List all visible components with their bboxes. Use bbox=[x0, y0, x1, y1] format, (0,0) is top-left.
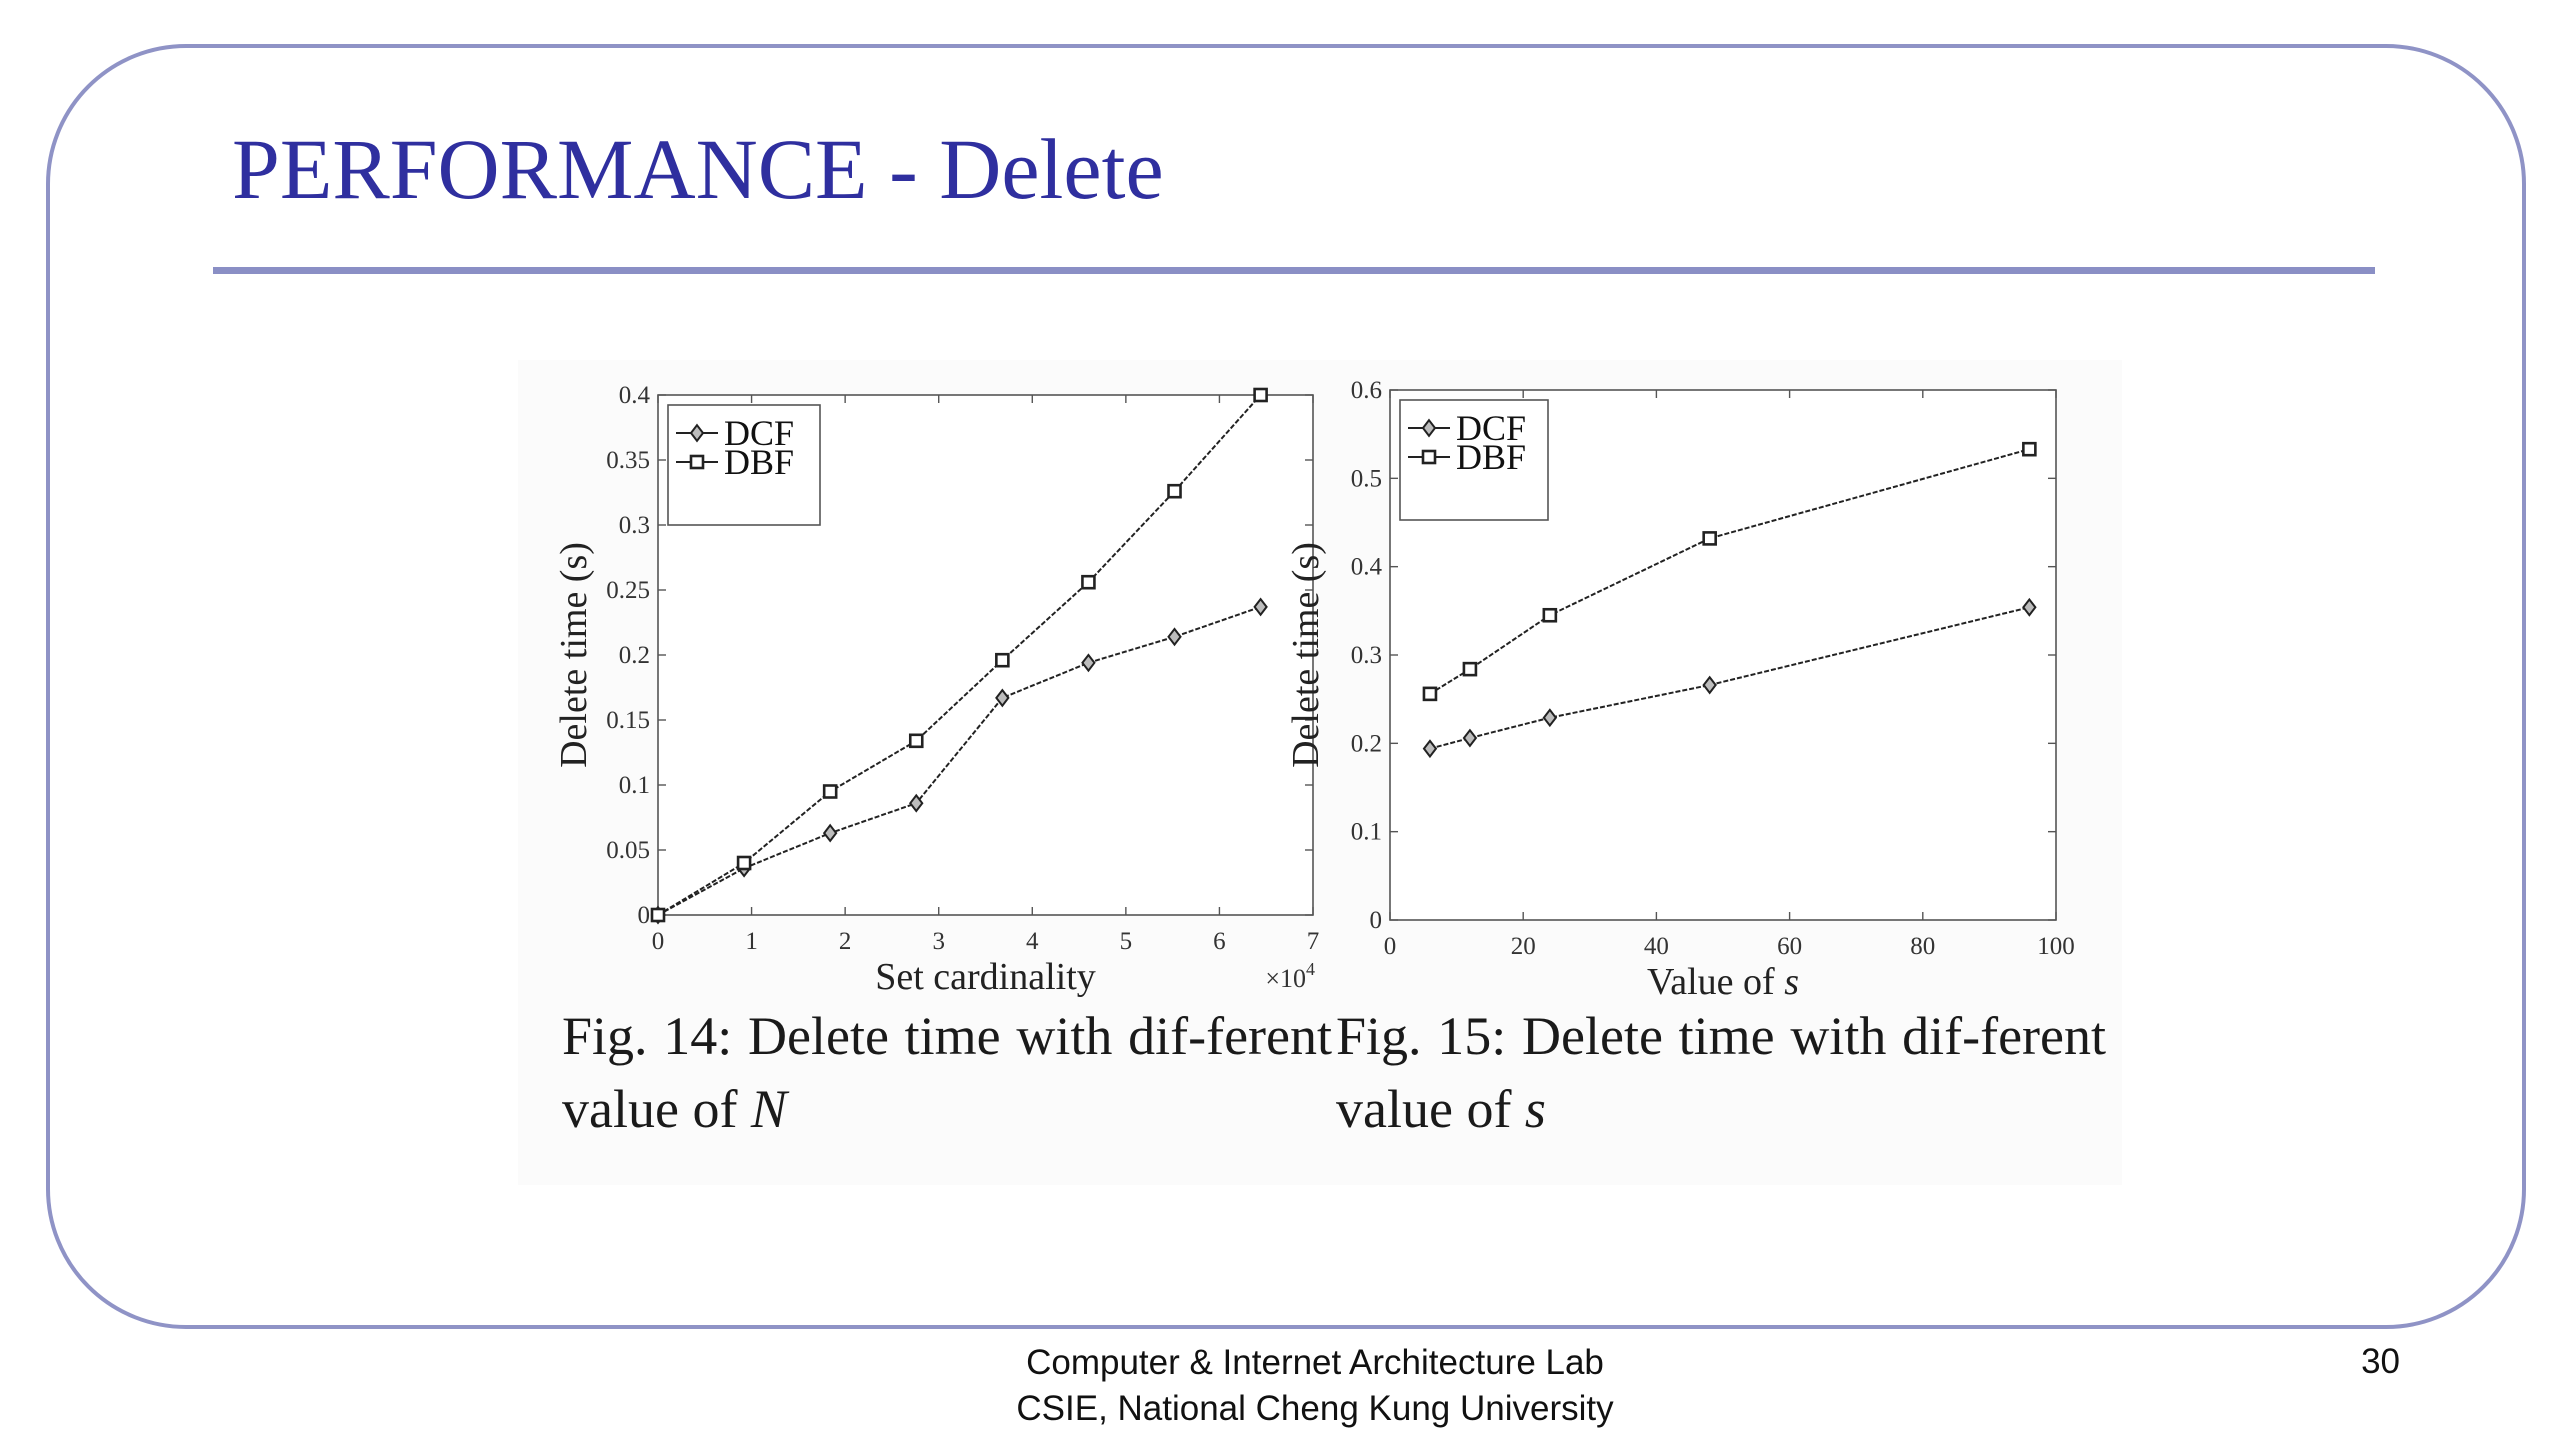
legend-marker-dcf bbox=[1421, 418, 1437, 438]
footer: Computer & Internet Architecture Lab CSI… bbox=[800, 1340, 1830, 1432]
figure-14-caption-text: Fig. 14: Delete time with dif-ferent val… bbox=[562, 1006, 1332, 1139]
x-tick-label: 6 bbox=[1213, 928, 1226, 955]
page-number: 30 bbox=[2361, 1342, 2400, 1381]
data-point-dbf bbox=[736, 855, 752, 871]
data-point-dbf bbox=[1253, 387, 1268, 403]
series-dcf bbox=[1422, 597, 2037, 759]
figure-panel: 0 1 2 3 4 5 6 7 0 0.05 0.1 0.15 0.2 0.25 0.3 0.35 0.4 Set… bbox=[518, 360, 2122, 1185]
data-point-dbf bbox=[1422, 686, 1438, 702]
y-tick-label: 0 bbox=[638, 902, 651, 929]
legend-label-dcf: DCF bbox=[724, 413, 794, 453]
legend-label-dcf: DCF bbox=[1456, 408, 1526, 448]
y-tick-label: 0.2 bbox=[1351, 730, 1382, 757]
y-tick-label: 0.1 bbox=[1351, 819, 1382, 846]
x-tick-label: 20 bbox=[1511, 933, 1536, 960]
legend-marker-dcf bbox=[689, 423, 705, 443]
data-point-dcf bbox=[2022, 597, 2037, 617]
data-point-dbf bbox=[1702, 531, 1717, 546]
figure-15-caption-variable: s bbox=[1524, 1079, 1546, 1139]
y-tick-label: 0.4 bbox=[619, 382, 651, 409]
y-axis-label: Delete time (s) bbox=[1285, 542, 1327, 768]
data-point-dcf bbox=[1081, 653, 1096, 673]
series-line-dbf bbox=[657, 394, 1262, 916]
footer-university: CSIE, National Cheng Kung University bbox=[1016, 1389, 1614, 1428]
x-tick-label: 40 bbox=[1644, 933, 1669, 960]
data-point-dcf bbox=[1253, 597, 1268, 617]
y-tick-label: 0.5 bbox=[1351, 465, 1382, 492]
footer-lab-name: Computer & Internet Architecture Lab bbox=[1026, 1343, 1604, 1382]
data-point-dbf bbox=[1167, 483, 1182, 499]
data-point-dbf bbox=[995, 652, 1010, 668]
x-tick-label: 7 bbox=[1307, 928, 1320, 955]
data-point-dcf bbox=[1462, 728, 1478, 748]
y-tick-label: 0.05 bbox=[606, 837, 650, 864]
x-axis-label: Value of s bbox=[1647, 961, 1799, 1003]
x-axis-multiplier: ×104 bbox=[1265, 959, 1315, 993]
x-tick-label: 4 bbox=[1026, 928, 1039, 955]
data-point-dcf bbox=[822, 823, 838, 843]
data-point-dbf bbox=[650, 907, 666, 923]
data-point-dbf bbox=[822, 784, 838, 799]
x-tick-label: 0 bbox=[1384, 933, 1397, 960]
data-point-dcf bbox=[1542, 708, 1558, 728]
chart-delete-vs-cardinality: 0 1 2 3 4 5 6 7 0 0.05 0.1 0.15 0.2 0.25 0.3 0.35 0.4 Set… bbox=[553, 382, 1320, 998]
y-tick-label: 0.3 bbox=[619, 512, 650, 539]
series-dbf bbox=[650, 387, 1268, 923]
legend-label-dbf: DBF bbox=[724, 442, 794, 482]
data-point-dcf bbox=[1167, 627, 1182, 647]
x-axis-label-variable: s bbox=[1784, 961, 1799, 1003]
y-tick-label: 0.6 bbox=[1351, 377, 1382, 404]
data-point-dbf bbox=[1462, 661, 1478, 677]
series-dbf bbox=[1422, 441, 2037, 702]
x-tick-label: 100 bbox=[2037, 933, 2075, 960]
x-tick-label: 0 bbox=[652, 928, 665, 955]
legend-marker-dbf bbox=[689, 454, 705, 470]
x-tick-label: 80 bbox=[1910, 933, 1935, 960]
y-tick-label: 0.3 bbox=[1351, 642, 1382, 669]
legend-label-dbf: DBF bbox=[1456, 437, 1526, 477]
data-point-dbf bbox=[1081, 574, 1096, 590]
series-dcf bbox=[650, 597, 1268, 925]
figure-14-caption: Fig. 14: Delete time with dif-ferent val… bbox=[562, 1000, 1332, 1146]
y-tick-label: 0.1 bbox=[619, 772, 650, 799]
figure-14-caption-variable: N bbox=[750, 1079, 787, 1139]
data-point-dcf bbox=[995, 688, 1010, 708]
y-tick-label: 0.2 bbox=[619, 642, 650, 669]
x-tick-label: 60 bbox=[1777, 933, 1802, 960]
figure-15-caption-text: Fig. 15: Delete time with dif-ferent val… bbox=[1336, 1006, 2106, 1139]
title-divider bbox=[213, 267, 2375, 274]
data-point-dcf bbox=[1702, 675, 1717, 695]
y-tick-label: 0.15 bbox=[606, 707, 650, 734]
x-tick-label: 2 bbox=[839, 928, 852, 955]
y-tick-label: 0.35 bbox=[606, 447, 650, 474]
x-axis-label: Set cardinality bbox=[875, 956, 1096, 998]
x-tick-label: 1 bbox=[745, 928, 758, 955]
slide-title: PERFORMANCE - Delete bbox=[232, 121, 1164, 217]
chart-delete-vs-s: 0 20 40 60 80 100 0 0.1 0.2 0.3 0.4 0.5 0.6 Value of … bbox=[1285, 377, 2075, 1003]
figure-15-caption: Fig. 15: Delete time with dif-ferent val… bbox=[1336, 1000, 2106, 1146]
y-tick-label: 0 bbox=[1370, 907, 1383, 934]
data-point-dcf bbox=[1422, 739, 1438, 759]
y-tick-label: 0.25 bbox=[606, 577, 650, 604]
x-axis-multiplier-exponent: 4 bbox=[1306, 959, 1315, 979]
x-tick-label: 5 bbox=[1120, 928, 1133, 955]
data-point-dbf bbox=[908, 733, 924, 749]
x-tick-label: 3 bbox=[932, 928, 945, 955]
data-point-dcf bbox=[908, 793, 924, 813]
y-axis-label: Delete time (s) bbox=[553, 542, 595, 768]
series-line-dcf bbox=[657, 605, 1261, 916]
data-point-dbf bbox=[1542, 607, 1558, 623]
y-tick-label: 0.4 bbox=[1351, 554, 1383, 581]
data-point-dbf bbox=[2022, 441, 2037, 457]
legend-marker-dbf bbox=[1421, 449, 1437, 465]
